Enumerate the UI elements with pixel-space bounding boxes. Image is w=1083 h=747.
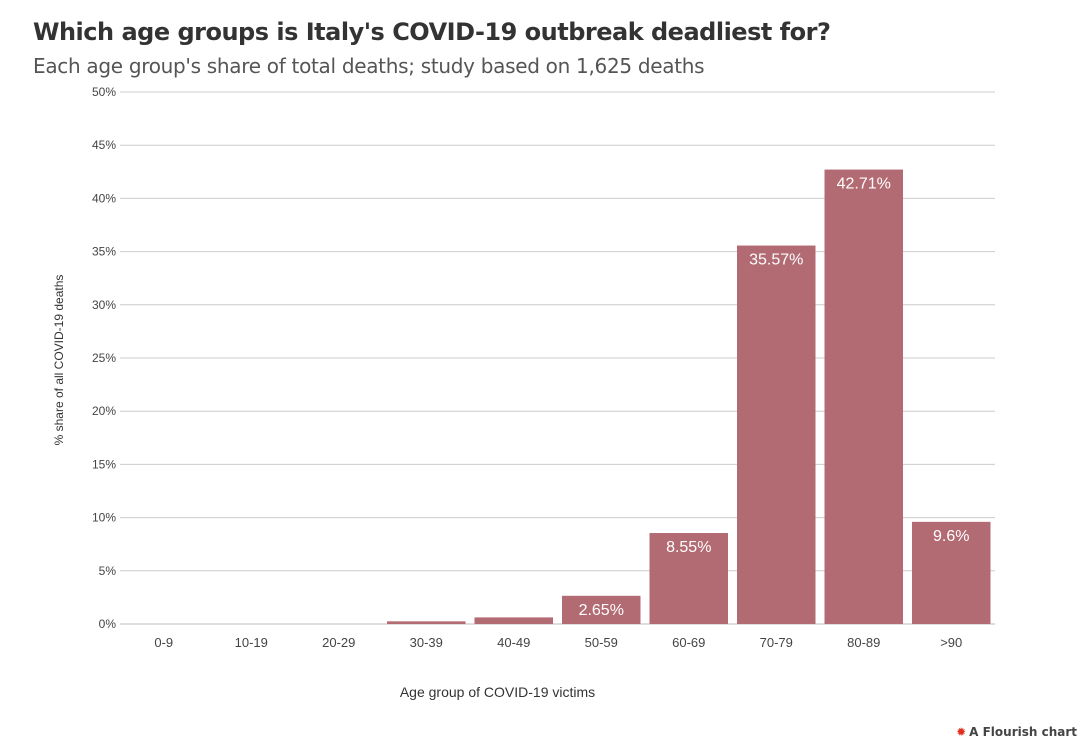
x-axis-label: Age group of COVID-19 victims	[400, 684, 595, 700]
x-tick-label: 20-29	[322, 635, 355, 650]
x-tick-label: 50-59	[585, 635, 618, 650]
data-label: 35.57%	[749, 252, 803, 269]
y-axis-label: % share of all COVID-19 deaths	[52, 275, 66, 446]
flourish-logo-icon: ✹	[956, 725, 967, 739]
credit-label: A Flourish chart	[969, 725, 1077, 739]
x-tick-label: 10-19	[235, 635, 268, 650]
bar[interactable]	[562, 595, 641, 624]
chart-subtitle: Each age group's share of total deaths; …	[33, 54, 705, 78]
x-tick-label: 80-89	[847, 635, 880, 650]
y-tick-label: 40%	[92, 191, 116, 205]
bar[interactable]	[737, 245, 816, 624]
y-tick-label: 50%	[92, 86, 116, 99]
y-tick-label: 20%	[92, 404, 116, 418]
y-tick-label: 30%	[92, 298, 116, 312]
bar[interactable]	[387, 621, 466, 624]
x-tick-label: >90	[940, 635, 962, 650]
y-tick-label: 15%	[92, 457, 116, 471]
x-tick-label: 0-9	[154, 635, 173, 650]
x-tick-label: 30-39	[410, 635, 443, 650]
data-label: 9.6%	[933, 528, 969, 545]
y-tick-label: 5%	[99, 564, 117, 578]
bar-chart: 0% 5% 10% 15% 20% 25% 30% 35% 40% 45% 50% 0-9 10-19 2…	[52, 86, 995, 700]
flourish-credit[interactable]: ✹ A Flourish chart	[956, 725, 1077, 739]
y-tick-label: 0%	[99, 617, 117, 631]
y-tick-label: 25%	[92, 351, 116, 365]
y-tick-label: 10%	[92, 511, 116, 525]
bar[interactable]	[912, 521, 991, 624]
x-tick-label: 40-49	[497, 635, 530, 650]
x-tick-label: 70-79	[760, 635, 793, 650]
x-tick-label: 60-69	[672, 635, 705, 650]
chart-title: Which age groups is Italy's COVID-19 out…	[33, 18, 831, 46]
bar[interactable]	[649, 533, 729, 624]
data-label: 42.71%	[837, 176, 891, 193]
bar[interactable]	[824, 169, 904, 624]
y-tick-label: 35%	[92, 245, 116, 259]
data-label: 8.55%	[666, 539, 711, 556]
data-label: 2.65%	[579, 602, 624, 619]
y-tick-label: 45%	[92, 138, 116, 152]
bar[interactable]	[474, 617, 554, 624]
